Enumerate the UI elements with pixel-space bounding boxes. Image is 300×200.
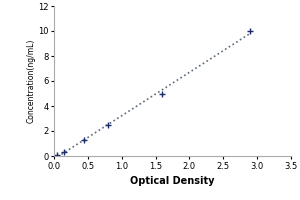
Y-axis label: Concentration(ng/mL): Concentration(ng/mL) [26, 39, 35, 123]
X-axis label: Optical Density: Optical Density [130, 176, 215, 186]
